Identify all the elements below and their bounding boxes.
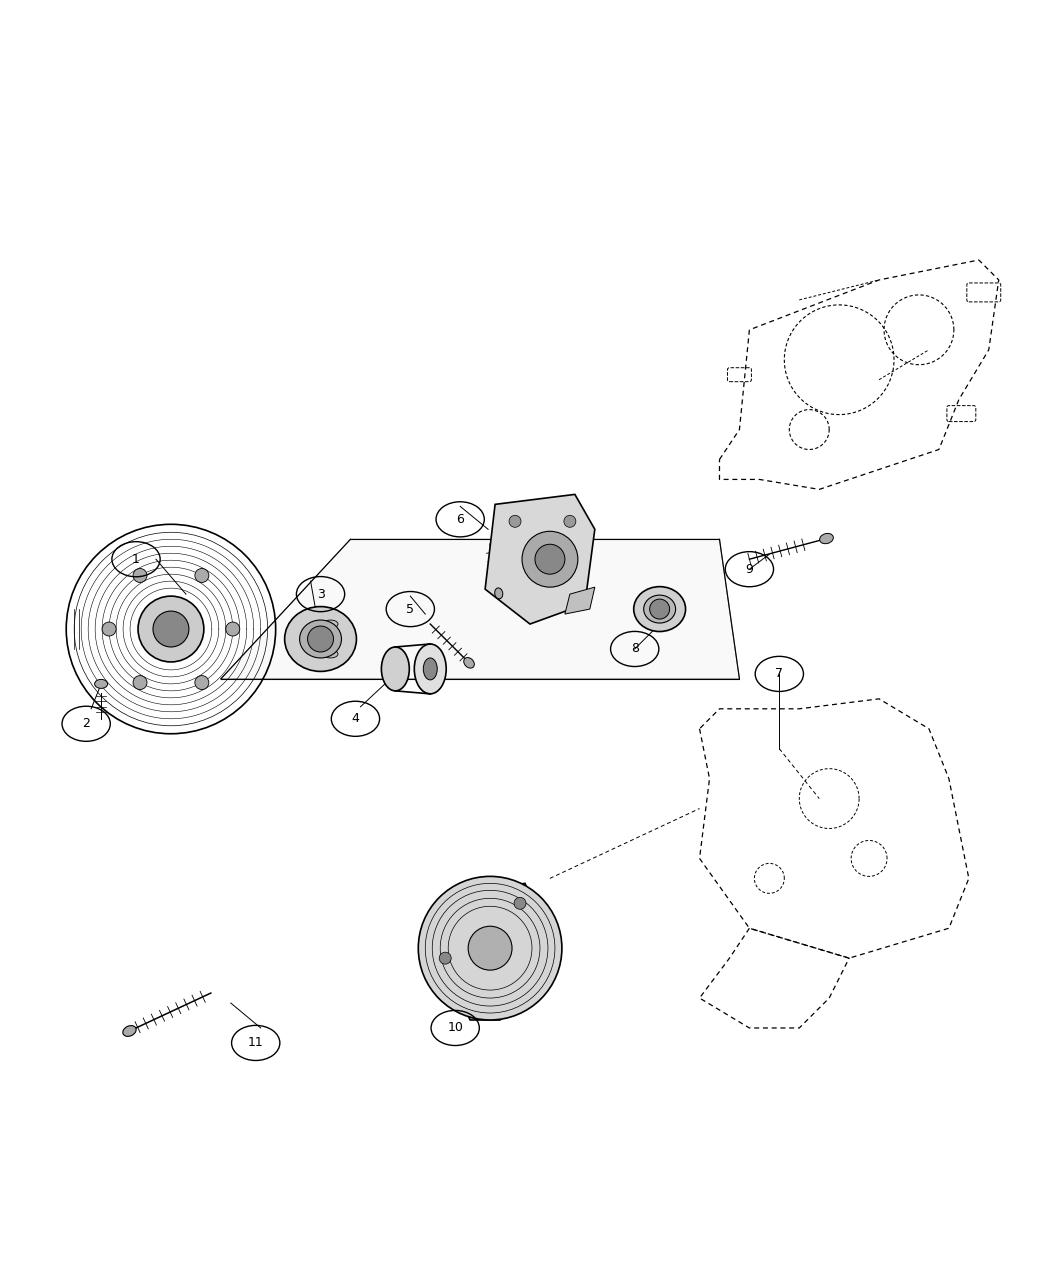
Ellipse shape [820,533,833,544]
Circle shape [226,622,240,636]
Text: 11: 11 [248,1036,264,1050]
Circle shape [522,531,578,587]
Ellipse shape [633,587,686,632]
Circle shape [195,568,209,582]
Circle shape [440,952,451,964]
Text: 8: 8 [631,642,639,655]
Circle shape [195,675,209,689]
Circle shape [514,898,526,909]
Ellipse shape [285,606,357,671]
Ellipse shape [644,595,675,623]
Circle shape [102,622,116,636]
Circle shape [153,611,189,647]
Text: 10: 10 [447,1022,463,1035]
Circle shape [133,568,147,582]
Ellipse shape [423,657,438,680]
Ellipse shape [323,620,338,628]
Polygon shape [430,884,545,1019]
Polygon shape [565,587,594,614]
Ellipse shape [414,645,446,693]
Ellipse shape [464,657,474,668]
Text: 3: 3 [317,587,324,601]
Circle shape [138,596,204,663]
Ellipse shape [382,647,409,691]
Ellipse shape [323,650,338,657]
Text: 9: 9 [746,563,753,576]
Ellipse shape [95,679,107,688]
Polygon shape [221,540,740,679]
Circle shape [535,545,565,574]
Text: 2: 2 [82,718,90,730]
Text: 7: 7 [775,668,784,680]
Circle shape [468,926,512,971]
Text: 6: 6 [457,513,464,526]
Circle shape [564,515,575,527]
Circle shape [133,675,147,689]
Text: 5: 5 [406,602,414,615]
Circle shape [419,876,562,1019]
Ellipse shape [494,588,503,599]
Circle shape [307,625,333,652]
Circle shape [650,599,670,619]
Text: 4: 4 [351,712,360,725]
Circle shape [509,515,521,527]
Ellipse shape [300,620,342,657]
Text: 1: 1 [133,553,140,565]
Ellipse shape [123,1026,136,1036]
Polygon shape [485,495,594,624]
